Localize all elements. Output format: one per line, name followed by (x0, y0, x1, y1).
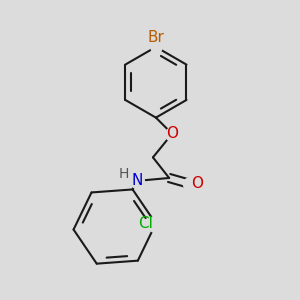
Text: Br: Br (148, 31, 164, 46)
Text: H: H (118, 167, 129, 181)
Text: N: N (131, 173, 142, 188)
Text: O: O (166, 126, 178, 141)
Text: O: O (191, 176, 203, 191)
Text: Cl: Cl (139, 216, 153, 231)
